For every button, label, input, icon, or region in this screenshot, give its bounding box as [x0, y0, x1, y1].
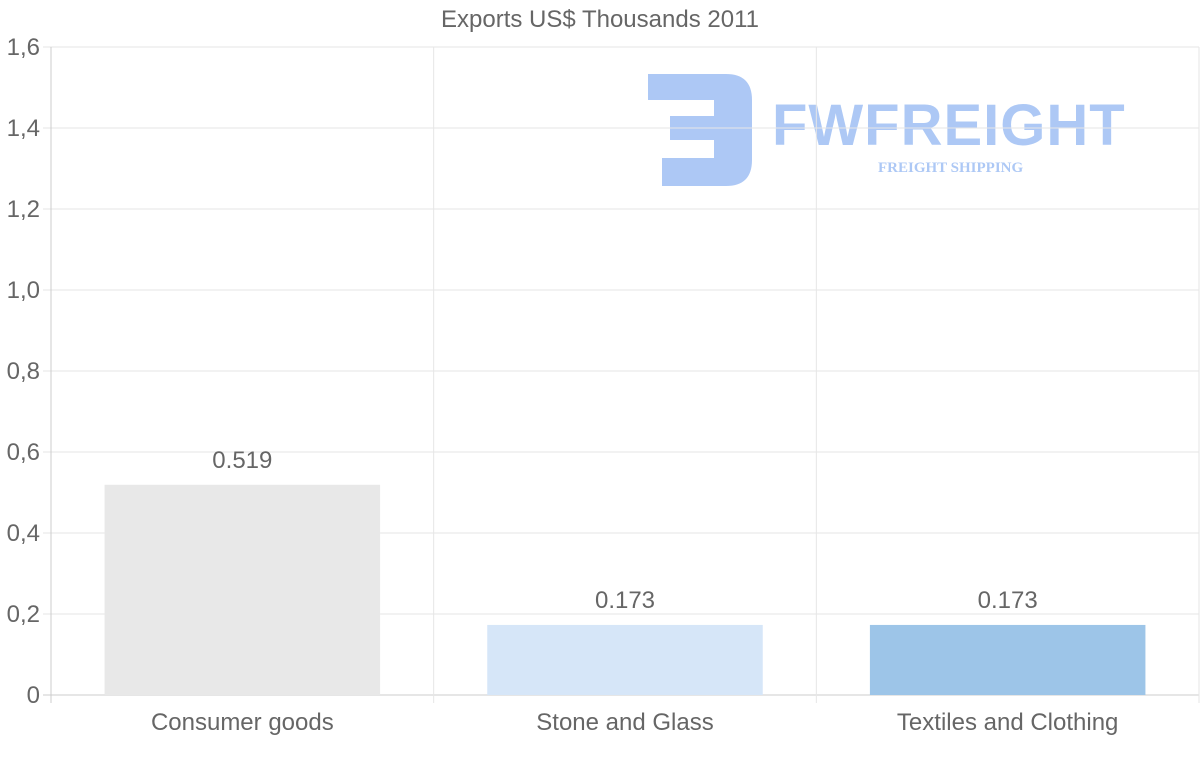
y-tick-label: 0,6 — [7, 439, 40, 466]
y-tick-label: 0,2 — [7, 601, 40, 628]
y-tick-label: 1,6 — [7, 34, 40, 61]
y-tick-label: 0,4 — [7, 520, 40, 547]
y-tick-label: 1,2 — [7, 196, 40, 223]
fwfreight-logo-icon — [648, 74, 752, 186]
y-tick-label: 1,0 — [7, 277, 40, 304]
x-tick-label: Textiles and Clothing — [897, 709, 1118, 736]
bar-2[interactable] — [487, 624, 763, 695]
data-label-2: 0.173 — [595, 587, 655, 614]
fwfreight-watermark: FWFREIGHT FREIGHT SHIPPING — [640, 70, 1160, 190]
watermark-subtitle: FREIGHT SHIPPING — [878, 160, 1024, 176]
bar-1[interactable] — [104, 484, 381, 695]
y-tick-label: 0 — [27, 682, 40, 709]
chart-title: Exports US$ Thousands 2011 — [441, 6, 759, 33]
y-tick-label: 1,4 — [7, 115, 40, 142]
data-label-3: 0.173 — [978, 587, 1038, 614]
x-tick-label: Consumer goods — [151, 709, 334, 736]
watermark-brand: FWFREIGHT — [772, 93, 1126, 158]
data-label-1: 0.519 — [212, 447, 272, 474]
y-tick-label: 0,8 — [7, 358, 40, 385]
x-tick-label: Stone and Glass — [536, 709, 713, 736]
bar-3[interactable] — [869, 624, 1146, 695]
